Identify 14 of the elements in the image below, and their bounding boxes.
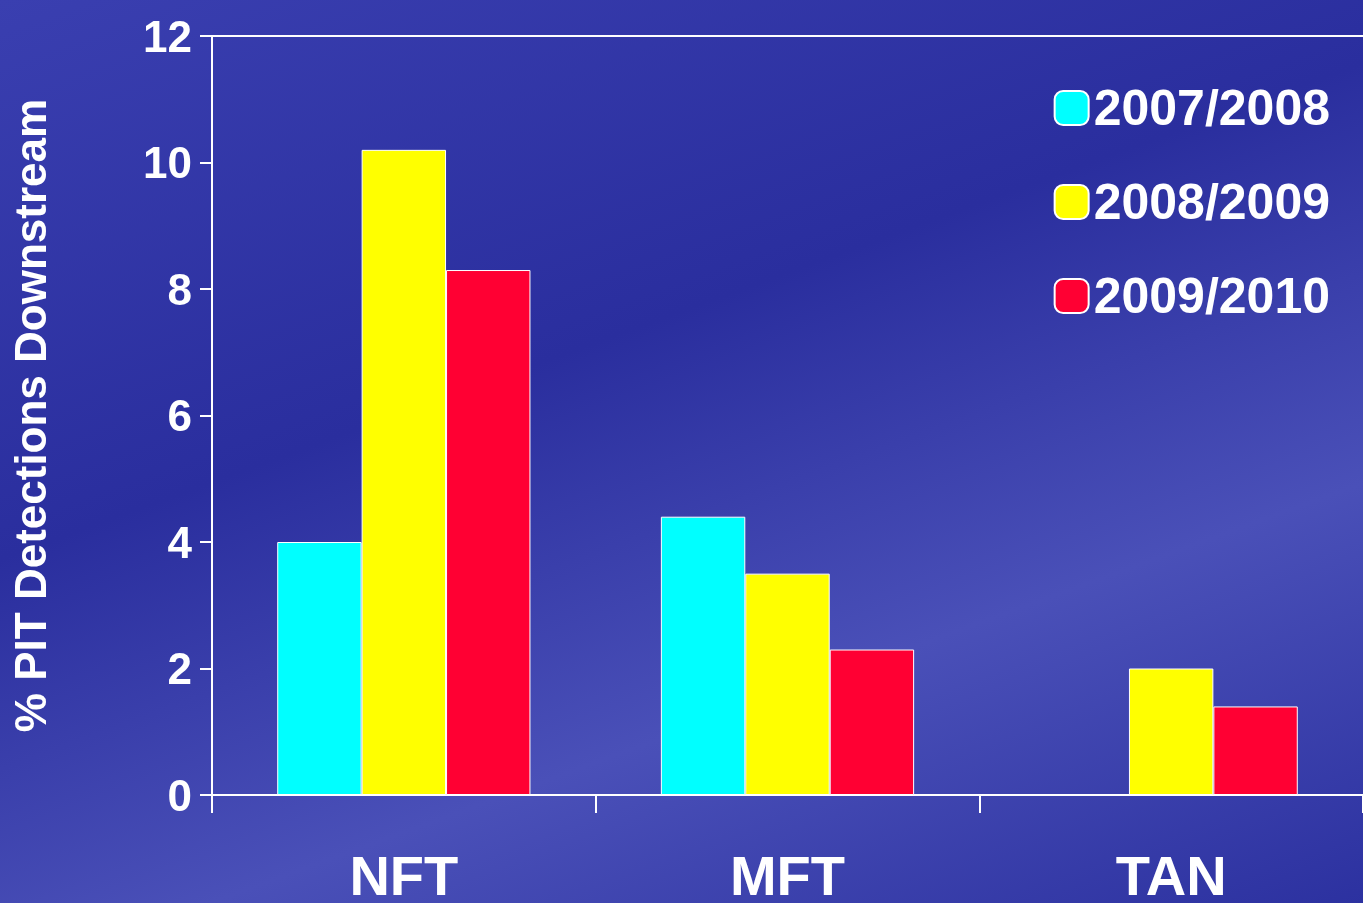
y-tick-label: 2 (167, 644, 192, 693)
y-axis-title: % PIT Detections Downstream (5, 98, 55, 733)
x-tick-label: MFT (729, 843, 846, 903)
y-tick-label: 4 (167, 517, 193, 567)
y-tick-label: 8 (167, 264, 192, 314)
y-tick-label: 6 (167, 391, 192, 440)
legend-label: 2008/2009 (1093, 174, 1331, 230)
y-tick-label: 0 (167, 770, 192, 820)
legend-label: 2007/2008 (1093, 80, 1331, 136)
legend-label: 2009/2010 (1093, 268, 1331, 324)
x-tick-label: NFT (349, 843, 459, 903)
x-tick-label: TAN (1115, 843, 1227, 903)
y-tick-label: 12 (143, 11, 192, 61)
y-tick-label: 10 (143, 138, 192, 187)
